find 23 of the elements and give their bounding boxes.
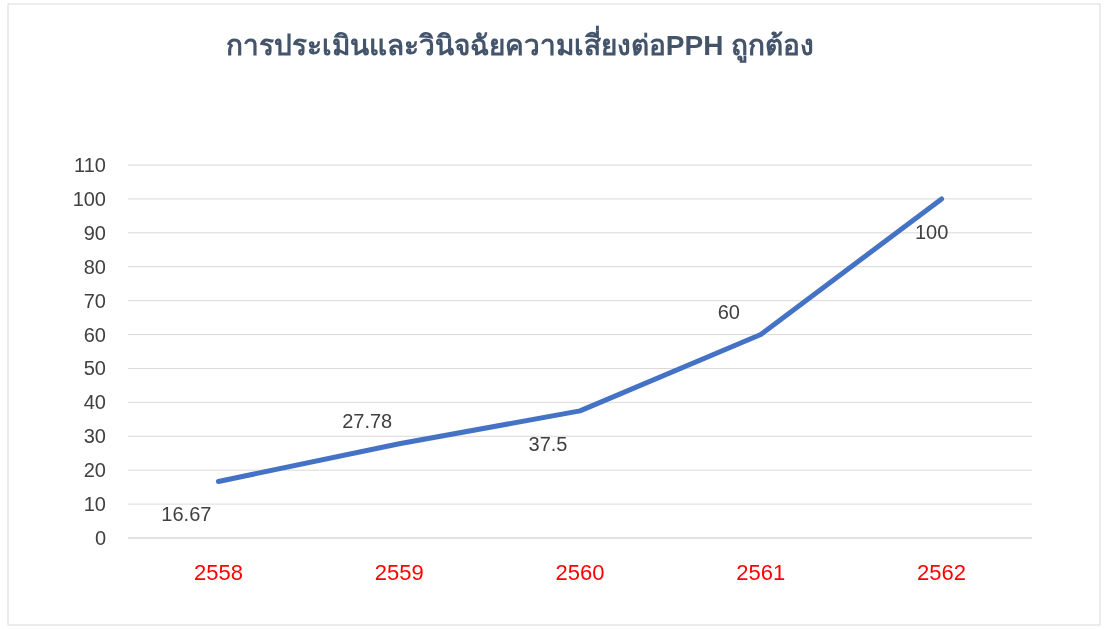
y-tick-label: 0 (94, 527, 106, 549)
x-tick-label: 2561 (736, 560, 786, 585)
y-tick-label: 50 (83, 357, 106, 380)
x-tick-label: 2559 (374, 560, 424, 585)
y-tick-label: 80 (83, 255, 106, 278)
y-tick-label: 20 (83, 459, 106, 482)
x-tick-label: 2558 (193, 560, 243, 585)
y-tick-label: 40 (83, 391, 106, 414)
x-tick-label: 2562 (917, 560, 967, 585)
data-label: 16.67 (161, 503, 212, 526)
y-tick-label: 70 (83, 289, 106, 312)
data-label: 27.78 (342, 409, 393, 432)
y-tick-label: 10 (83, 493, 106, 516)
y-tick-label: 60 (83, 323, 106, 346)
y-tick-label: 100 (72, 187, 106, 210)
data-label: 37.5 (528, 432, 568, 455)
data-label: 60 (717, 300, 740, 323)
chart-title: การประเมินและวินิจฉัยความเสี่ยงต่อPPH ถูกต้อง (225, 25, 815, 63)
y-tick-label: 110 (74, 154, 106, 176)
data-label: 100 (914, 220, 949, 243)
y-tick-label: 30 (83, 425, 106, 448)
x-tick-label: 2560 (555, 560, 605, 585)
y-tick-label: 90 (83, 221, 106, 244)
